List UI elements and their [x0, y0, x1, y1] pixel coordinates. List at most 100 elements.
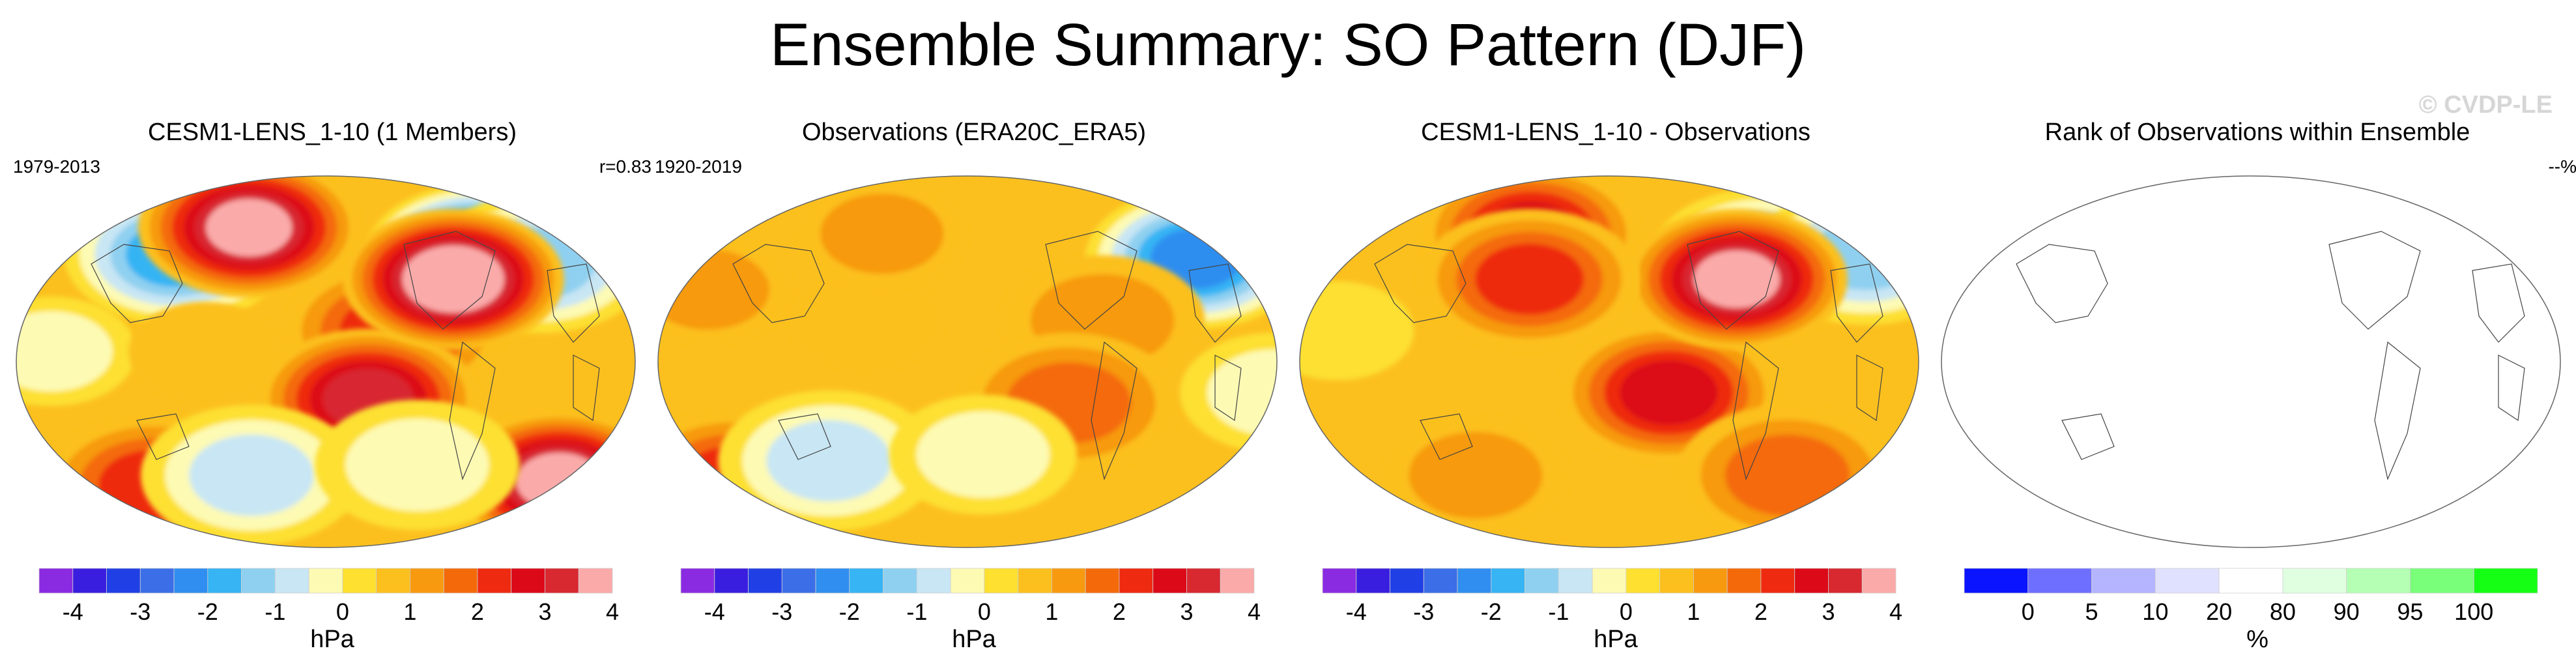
stat-label: r=0.83 — [599, 156, 651, 177]
colorbar-swatch — [714, 568, 749, 594]
colorbar-tick-label: 20 — [2206, 598, 2233, 625]
figure-title: Ensemble Summary: SO Pattern (DJF) — [770, 12, 1806, 78]
colorbar-swatch — [2218, 568, 2283, 594]
colorbar-tick-label: 3 — [538, 598, 552, 625]
colorbar-swatch — [1760, 568, 1796, 594]
colorbar-swatch — [883, 568, 917, 594]
colorbar-swatch — [748, 568, 782, 594]
colorbar-tick-label: 10 — [2142, 598, 2169, 625]
colorbar-swatch — [1322, 568, 1357, 594]
colorbar-tick-label: 4 — [605, 598, 620, 625]
colorbar-tick-label: 3 — [1822, 598, 1835, 625]
coastline — [732, 244, 825, 323]
colorbar-swatch — [781, 568, 816, 594]
colorbar-tick-label: 4 — [1889, 598, 1903, 625]
colorbar-swatch — [1524, 568, 1559, 594]
coastline — [547, 263, 600, 343]
panel-title: CESM1-LENS_1-10 - Observations — [1421, 119, 1810, 146]
colorbar-swatch — [680, 568, 715, 594]
colorbar-tick-label: 2 — [470, 598, 484, 625]
colorbar-swatch — [139, 568, 175, 594]
coastline — [2328, 231, 2421, 330]
colorbar-tick-label: -2 — [838, 598, 860, 625]
colorbar-swatch — [207, 568, 242, 594]
colorbar-swatch — [1085, 568, 1120, 594]
pressure-feature — [1381, 415, 1569, 536]
colorbar-swatch — [1625, 568, 1661, 594]
colorbar-swatch — [173, 568, 208, 594]
colorbar-tick-label: 2 — [1112, 598, 1126, 625]
colorbar-tick-label: 1 — [403, 598, 417, 625]
pressure-feature — [141, 405, 363, 546]
colorbar-swatch — [308, 568, 343, 594]
colorbar-tick-label: -3 — [771, 598, 793, 625]
colorbar-swatch — [1693, 568, 1728, 594]
colorbar-swatch — [511, 568, 545, 594]
colorbar — [1964, 568, 2538, 594]
colorbar-tick-label: 0 — [1619, 598, 1633, 625]
colorbar-tick-label: 95 — [2397, 598, 2424, 625]
colorbar-swatch — [241, 568, 276, 594]
pressure-feature — [718, 390, 940, 531]
colorbar-swatch — [1491, 568, 1525, 594]
pressure-feature — [128, 302, 283, 401]
coastline — [403, 231, 496, 330]
pressure-feature — [342, 209, 564, 350]
colorbar-swatch — [2473, 568, 2538, 594]
coastline — [573, 355, 600, 422]
colorbar-tick-label: 0 — [977, 598, 991, 625]
coastline — [1856, 355, 1883, 422]
colorbar-swatch — [2154, 568, 2220, 594]
colorbar-tick-label: -4 — [62, 598, 83, 625]
coastline — [2016, 244, 2108, 323]
colorbar-swatch — [984, 568, 1019, 594]
map-background — [1941, 176, 2560, 547]
pressure-feature — [789, 270, 943, 370]
map-plot — [16, 175, 636, 548]
colorbar-swatch — [1119, 568, 1154, 594]
map-panel-2: Observations (ERA20C_ERA5) 1920-2019 -4 -3 -… — [655, 117, 1293, 665]
coastline — [1420, 413, 1473, 460]
colorbar-swatch — [1828, 568, 1863, 594]
coastline — [1214, 355, 1242, 422]
coastline — [1732, 341, 1779, 480]
colorbar-swatch — [1052, 568, 1086, 594]
colorbar-swatch — [1558, 568, 1593, 594]
coastline — [1045, 231, 1138, 330]
globe-outline — [657, 175, 1278, 548]
coastline — [1830, 263, 1883, 343]
colorbar-swatch — [1592, 568, 1627, 594]
colorbar-swatch — [2091, 568, 2156, 594]
colorbar-tick-label: 2 — [1754, 598, 1767, 625]
map-panel-3: CESM1-LENS_1-10 - Observations -4 -3 -2 -1 0 1… — [1296, 117, 1935, 665]
coastline — [2374, 341, 2421, 480]
colorbar-tick-label: 0 — [336, 598, 349, 625]
pressure-feature — [1300, 281, 1414, 381]
period-label: 1920-2019 — [655, 156, 742, 177]
globe-outline — [1941, 175, 2561, 548]
map-plot — [657, 175, 1278, 548]
colorbar-swatch — [1018, 568, 1052, 594]
pressure-feature — [1418, 209, 1640, 350]
colorbar-swatch — [477, 568, 512, 594]
map-plot — [1299, 175, 1919, 548]
colorbar-swatch — [1964, 568, 2029, 594]
colorbar-tick-label: 90 — [2333, 598, 2360, 625]
colorbar — [38, 568, 613, 594]
colorbar-swatch — [1186, 568, 1221, 594]
colorbar — [1322, 568, 1896, 594]
colorbar-units: % — [2246, 626, 2268, 653]
coastline — [1091, 341, 1138, 480]
colorbar-swatch — [410, 568, 444, 594]
globe-outline — [16, 175, 636, 548]
coastline — [2061, 413, 2115, 460]
panel-title: Observations (ERA20C_ERA5) — [802, 119, 1146, 146]
colorbar-swatch — [1220, 568, 1255, 594]
map-panel-1: CESM1-LENS_1-10 (1 Members) 1979-2013 r=0.… — [13, 117, 651, 665]
colorbar — [680, 568, 1255, 594]
colorbar-tick-label: 1 — [1687, 598, 1700, 625]
colorbar-tick-label: 1 — [1045, 598, 1059, 625]
colorbar-swatch — [376, 568, 410, 594]
colorbar-swatch — [2346, 568, 2411, 594]
stat-label: --% — [2548, 156, 2576, 177]
